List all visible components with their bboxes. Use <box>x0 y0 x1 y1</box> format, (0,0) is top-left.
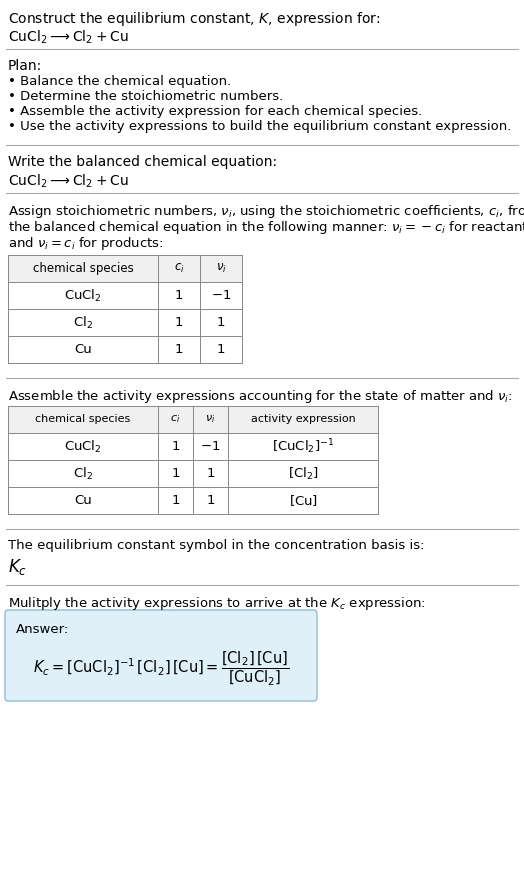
Text: the balanced chemical equation in the following manner: $\nu_i = -c_i$ for react: the balanced chemical equation in the fo… <box>8 219 524 236</box>
Text: Cu: Cu <box>74 343 92 356</box>
Text: activity expression: activity expression <box>250 414 355 425</box>
Text: $c_i$: $c_i$ <box>173 262 184 275</box>
FancyBboxPatch shape <box>5 610 317 701</box>
Text: 1: 1 <box>171 494 180 507</box>
Text: 1: 1 <box>217 316 225 329</box>
Text: $[\mathrm{Cu}]$: $[\mathrm{Cu}]$ <box>289 493 318 508</box>
Text: $-1$: $-1$ <box>211 289 231 302</box>
Text: • Determine the stoichiometric numbers.: • Determine the stoichiometric numbers. <box>8 90 283 103</box>
Text: • Assemble the activity expression for each chemical species.: • Assemble the activity expression for e… <box>8 105 422 118</box>
Bar <box>8 406 378 433</box>
Text: $\mathrm{Cl_2}$: $\mathrm{Cl_2}$ <box>73 315 93 331</box>
Text: 1: 1 <box>174 316 183 329</box>
Text: Cu: Cu <box>74 494 92 507</box>
Text: Plan:: Plan: <box>8 59 42 73</box>
Text: $[\mathrm{Cl_2}]$: $[\mathrm{Cl_2}]$ <box>288 466 318 482</box>
Text: • Use the activity expressions to build the equilibrium constant expression.: • Use the activity expressions to build … <box>8 120 511 133</box>
Text: and $\nu_i = c_i$ for products:: and $\nu_i = c_i$ for products: <box>8 235 163 252</box>
Text: 1: 1 <box>174 289 183 302</box>
Text: $\mathrm{CuCl_2} \longrightarrow \mathrm{Cl_2} + \mathrm{Cu}$: $\mathrm{CuCl_2} \longrightarrow \mathrm… <box>8 29 128 46</box>
Text: $\nu_i$: $\nu_i$ <box>205 413 216 426</box>
Text: $\nu_i$: $\nu_i$ <box>215 262 226 275</box>
Text: 1: 1 <box>206 467 215 480</box>
Text: $\mathrm{CuCl_2}$: $\mathrm{CuCl_2}$ <box>64 287 102 303</box>
Text: Write the balanced chemical equation:: Write the balanced chemical equation: <box>8 155 277 169</box>
Text: 1: 1 <box>171 440 180 453</box>
Text: • Balance the chemical equation.: • Balance the chemical equation. <box>8 75 231 88</box>
Text: $[\mathrm{CuCl_2}]^{-1}$: $[\mathrm{CuCl_2}]^{-1}$ <box>272 437 334 456</box>
Text: 1: 1 <box>217 343 225 356</box>
Text: Construct the equilibrium constant, $K$, expression for:: Construct the equilibrium constant, $K$,… <box>8 10 380 28</box>
Text: $\mathrm{Cl_2}$: $\mathrm{Cl_2}$ <box>73 466 93 482</box>
Text: 1: 1 <box>174 343 183 356</box>
Text: 1: 1 <box>206 494 215 507</box>
Text: Answer:: Answer: <box>16 623 69 636</box>
Text: $\mathrm{CuCl_2}$: $\mathrm{CuCl_2}$ <box>64 438 102 454</box>
Text: chemical species: chemical species <box>32 262 134 275</box>
Bar <box>8 255 242 282</box>
Text: chemical species: chemical species <box>36 414 130 425</box>
Text: $\mathrm{CuCl_2} \longrightarrow \mathrm{Cl_2} + \mathrm{Cu}$: $\mathrm{CuCl_2} \longrightarrow \mathrm… <box>8 173 128 190</box>
Text: 1: 1 <box>171 467 180 480</box>
Text: The equilibrium constant symbol in the concentration basis is:: The equilibrium constant symbol in the c… <box>8 539 424 552</box>
Text: $K_c = [\mathrm{CuCl_2}]^{-1}\,[\mathrm{Cl_2}]\,[\mathrm{Cu}] = \dfrac{[\mathrm{: $K_c = [\mathrm{CuCl_2}]^{-1}\,[\mathrm{… <box>33 649 289 687</box>
Text: $K_c$: $K_c$ <box>8 557 27 577</box>
Text: $-1$: $-1$ <box>200 440 221 453</box>
Text: Mulitply the activity expressions to arrive at the $K_c$ expression:: Mulitply the activity expressions to arr… <box>8 595 426 612</box>
Text: Assign stoichiometric numbers, $\nu_i$, using the stoichiometric coefficients, $: Assign stoichiometric numbers, $\nu_i$, … <box>8 203 524 220</box>
Text: Assemble the activity expressions accounting for the state of matter and $\nu_i$: Assemble the activity expressions accoun… <box>8 388 512 405</box>
Text: $c_i$: $c_i$ <box>170 413 181 426</box>
